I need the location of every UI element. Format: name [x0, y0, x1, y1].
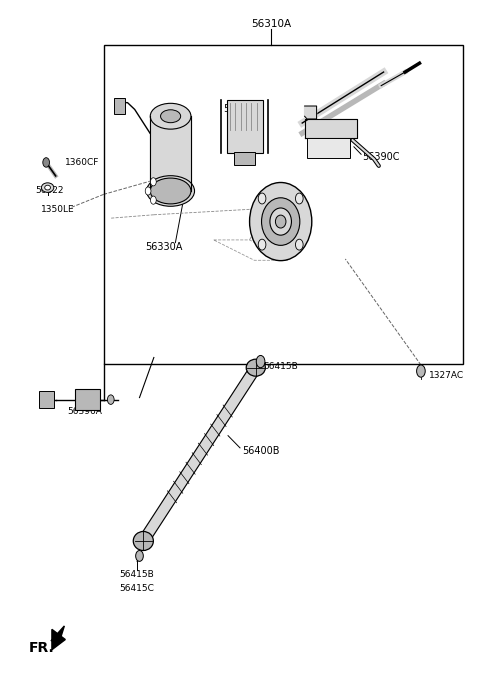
Text: 56322: 56322	[35, 187, 64, 195]
Ellipse shape	[276, 215, 286, 228]
Ellipse shape	[160, 110, 180, 123]
Text: FR.: FR.	[28, 641, 54, 654]
Polygon shape	[305, 106, 317, 119]
Bar	[39, 392, 54, 408]
Circle shape	[417, 365, 425, 377]
Text: 1350LE: 1350LE	[41, 205, 75, 214]
Circle shape	[43, 158, 49, 168]
Bar	[234, 152, 255, 165]
Circle shape	[296, 239, 303, 250]
Circle shape	[296, 193, 303, 204]
Bar	[104, 45, 463, 364]
Text: 56415B: 56415B	[120, 571, 155, 580]
Text: 1327AC: 1327AC	[429, 371, 464, 381]
Ellipse shape	[250, 183, 312, 261]
Text: 56415B: 56415B	[263, 362, 298, 371]
Polygon shape	[150, 116, 191, 191]
Ellipse shape	[41, 183, 54, 192]
Circle shape	[256, 355, 265, 368]
Ellipse shape	[150, 104, 191, 129]
Text: 56390C: 56390C	[362, 152, 399, 162]
Circle shape	[145, 187, 151, 195]
Bar	[227, 100, 263, 153]
Ellipse shape	[246, 359, 265, 376]
Polygon shape	[305, 119, 357, 138]
Bar	[307, 138, 350, 159]
Polygon shape	[140, 363, 259, 545]
Bar	[75, 389, 100, 411]
Circle shape	[151, 178, 156, 186]
Circle shape	[136, 550, 144, 561]
Ellipse shape	[147, 176, 194, 206]
Circle shape	[151, 196, 156, 204]
Ellipse shape	[133, 531, 154, 550]
Ellipse shape	[262, 197, 300, 245]
Text: 56340C: 56340C	[224, 104, 261, 114]
Bar	[114, 98, 125, 114]
Text: 56396A: 56396A	[67, 407, 102, 416]
Circle shape	[258, 193, 266, 204]
Polygon shape	[52, 629, 65, 650]
Circle shape	[258, 239, 266, 250]
Ellipse shape	[150, 178, 191, 204]
Text: 56310A: 56310A	[251, 20, 291, 29]
Ellipse shape	[270, 208, 291, 235]
Polygon shape	[51, 626, 64, 641]
Text: 56330A: 56330A	[145, 242, 182, 253]
Text: 56415C: 56415C	[120, 584, 155, 593]
Text: 1360CF: 1360CF	[65, 158, 100, 167]
Ellipse shape	[45, 185, 50, 190]
Text: 56400B: 56400B	[242, 445, 280, 456]
Circle shape	[108, 395, 114, 405]
